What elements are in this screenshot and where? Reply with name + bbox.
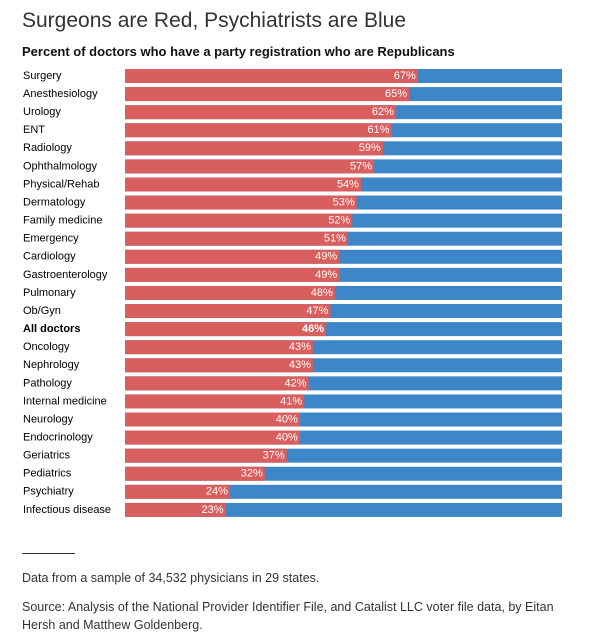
category-label: All doctors <box>23 323 80 335</box>
bar <box>125 213 353 228</box>
value-label: 24% <box>206 486 228 498</box>
category-label: Pulmonary <box>23 287 76 299</box>
bar <box>125 484 230 499</box>
bar <box>125 340 313 355</box>
category-label: Pediatrics <box>23 468 72 480</box>
track <box>125 502 562 517</box>
bar <box>125 141 383 156</box>
value-label: 23% <box>201 504 223 516</box>
value-label: 37% <box>263 450 285 462</box>
bar <box>125 376 309 391</box>
category-label: Emergency <box>23 233 79 245</box>
value-label: 59% <box>359 142 381 154</box>
category-label: Oncology <box>23 341 70 353</box>
category-label: Pathology <box>23 377 72 389</box>
category-label: Ob/Gyn <box>23 305 61 317</box>
category-label: Neurology <box>23 413 74 425</box>
bar <box>125 448 287 463</box>
source: Source: Analysis of the National Provide… <box>22 600 554 632</box>
value-label: 54% <box>337 178 359 190</box>
category-label: Urology <box>23 106 61 118</box>
category-label: Endocrinology <box>23 432 93 444</box>
bar <box>125 249 340 264</box>
category-label: Infectious disease <box>23 504 111 516</box>
bar <box>125 267 340 282</box>
value-label: 40% <box>276 432 298 444</box>
bar <box>125 87 410 102</box>
value-label: 49% <box>315 269 337 281</box>
bar <box>125 69 418 83</box>
chart: Surgery 67% Anesthesiology 65% Urology 62% ENT… <box>23 69 562 517</box>
value-label: 51% <box>324 233 346 245</box>
value-label: 47% <box>306 305 328 317</box>
bar <box>125 195 357 210</box>
category-label: Radiology <box>23 142 72 154</box>
chart-title: Surgeons are Red, Psychiatrists are Blue <box>22 9 407 32</box>
value-label: 42% <box>285 377 307 389</box>
value-label: 32% <box>241 468 263 480</box>
bar <box>125 430 300 445</box>
bar <box>125 322 327 337</box>
category-label: Anesthesiology <box>23 88 98 100</box>
note: Data from a sample of 34,532 physicians … <box>22 571 320 585</box>
bar <box>125 231 348 246</box>
category-label: Internal medicine <box>23 395 107 407</box>
category-label: Surgery <box>23 70 62 82</box>
bar <box>125 159 375 174</box>
value-label: 41% <box>280 395 302 407</box>
bar <box>125 466 265 481</box>
category-label: Family medicine <box>23 215 102 227</box>
bar <box>125 358 313 373</box>
category-label: Gastroenterology <box>23 269 108 281</box>
bar <box>125 285 335 300</box>
bar <box>125 304 331 319</box>
value-label: 53% <box>333 196 355 208</box>
bar <box>125 412 300 427</box>
category-label: ENT <box>23 124 45 136</box>
value-label: 67% <box>394 70 416 82</box>
bar <box>125 105 396 120</box>
value-label: 61% <box>368 124 390 136</box>
bar <box>125 394 305 409</box>
value-label: 62% <box>372 106 394 118</box>
bar <box>125 177 361 192</box>
category-label: Physical/Rehab <box>23 178 99 190</box>
divider <box>22 553 75 554</box>
category-label: Nephrology <box>23 359 80 371</box>
value-label: 52% <box>328 215 350 227</box>
category-label: Ophthalmology <box>23 160 97 172</box>
track <box>125 484 562 499</box>
value-label: 65% <box>385 88 407 100</box>
bar <box>125 502 226 517</box>
category-label: Geriatrics <box>23 450 71 462</box>
value-label: 46% <box>302 323 324 335</box>
value-label: 43% <box>289 341 311 353</box>
category-label: Psychiatry <box>23 486 74 498</box>
value-label: 48% <box>311 287 333 299</box>
value-label: 43% <box>289 359 311 371</box>
value-label: 57% <box>350 160 372 172</box>
chart-subtitle: Percent of doctors who have a party regi… <box>22 44 455 59</box>
value-label: 49% <box>315 251 337 263</box>
category-label: Dermatology <box>23 196 86 208</box>
value-label: 40% <box>276 413 298 425</box>
category-label: Cardiology <box>23 251 76 263</box>
bar <box>125 123 392 138</box>
